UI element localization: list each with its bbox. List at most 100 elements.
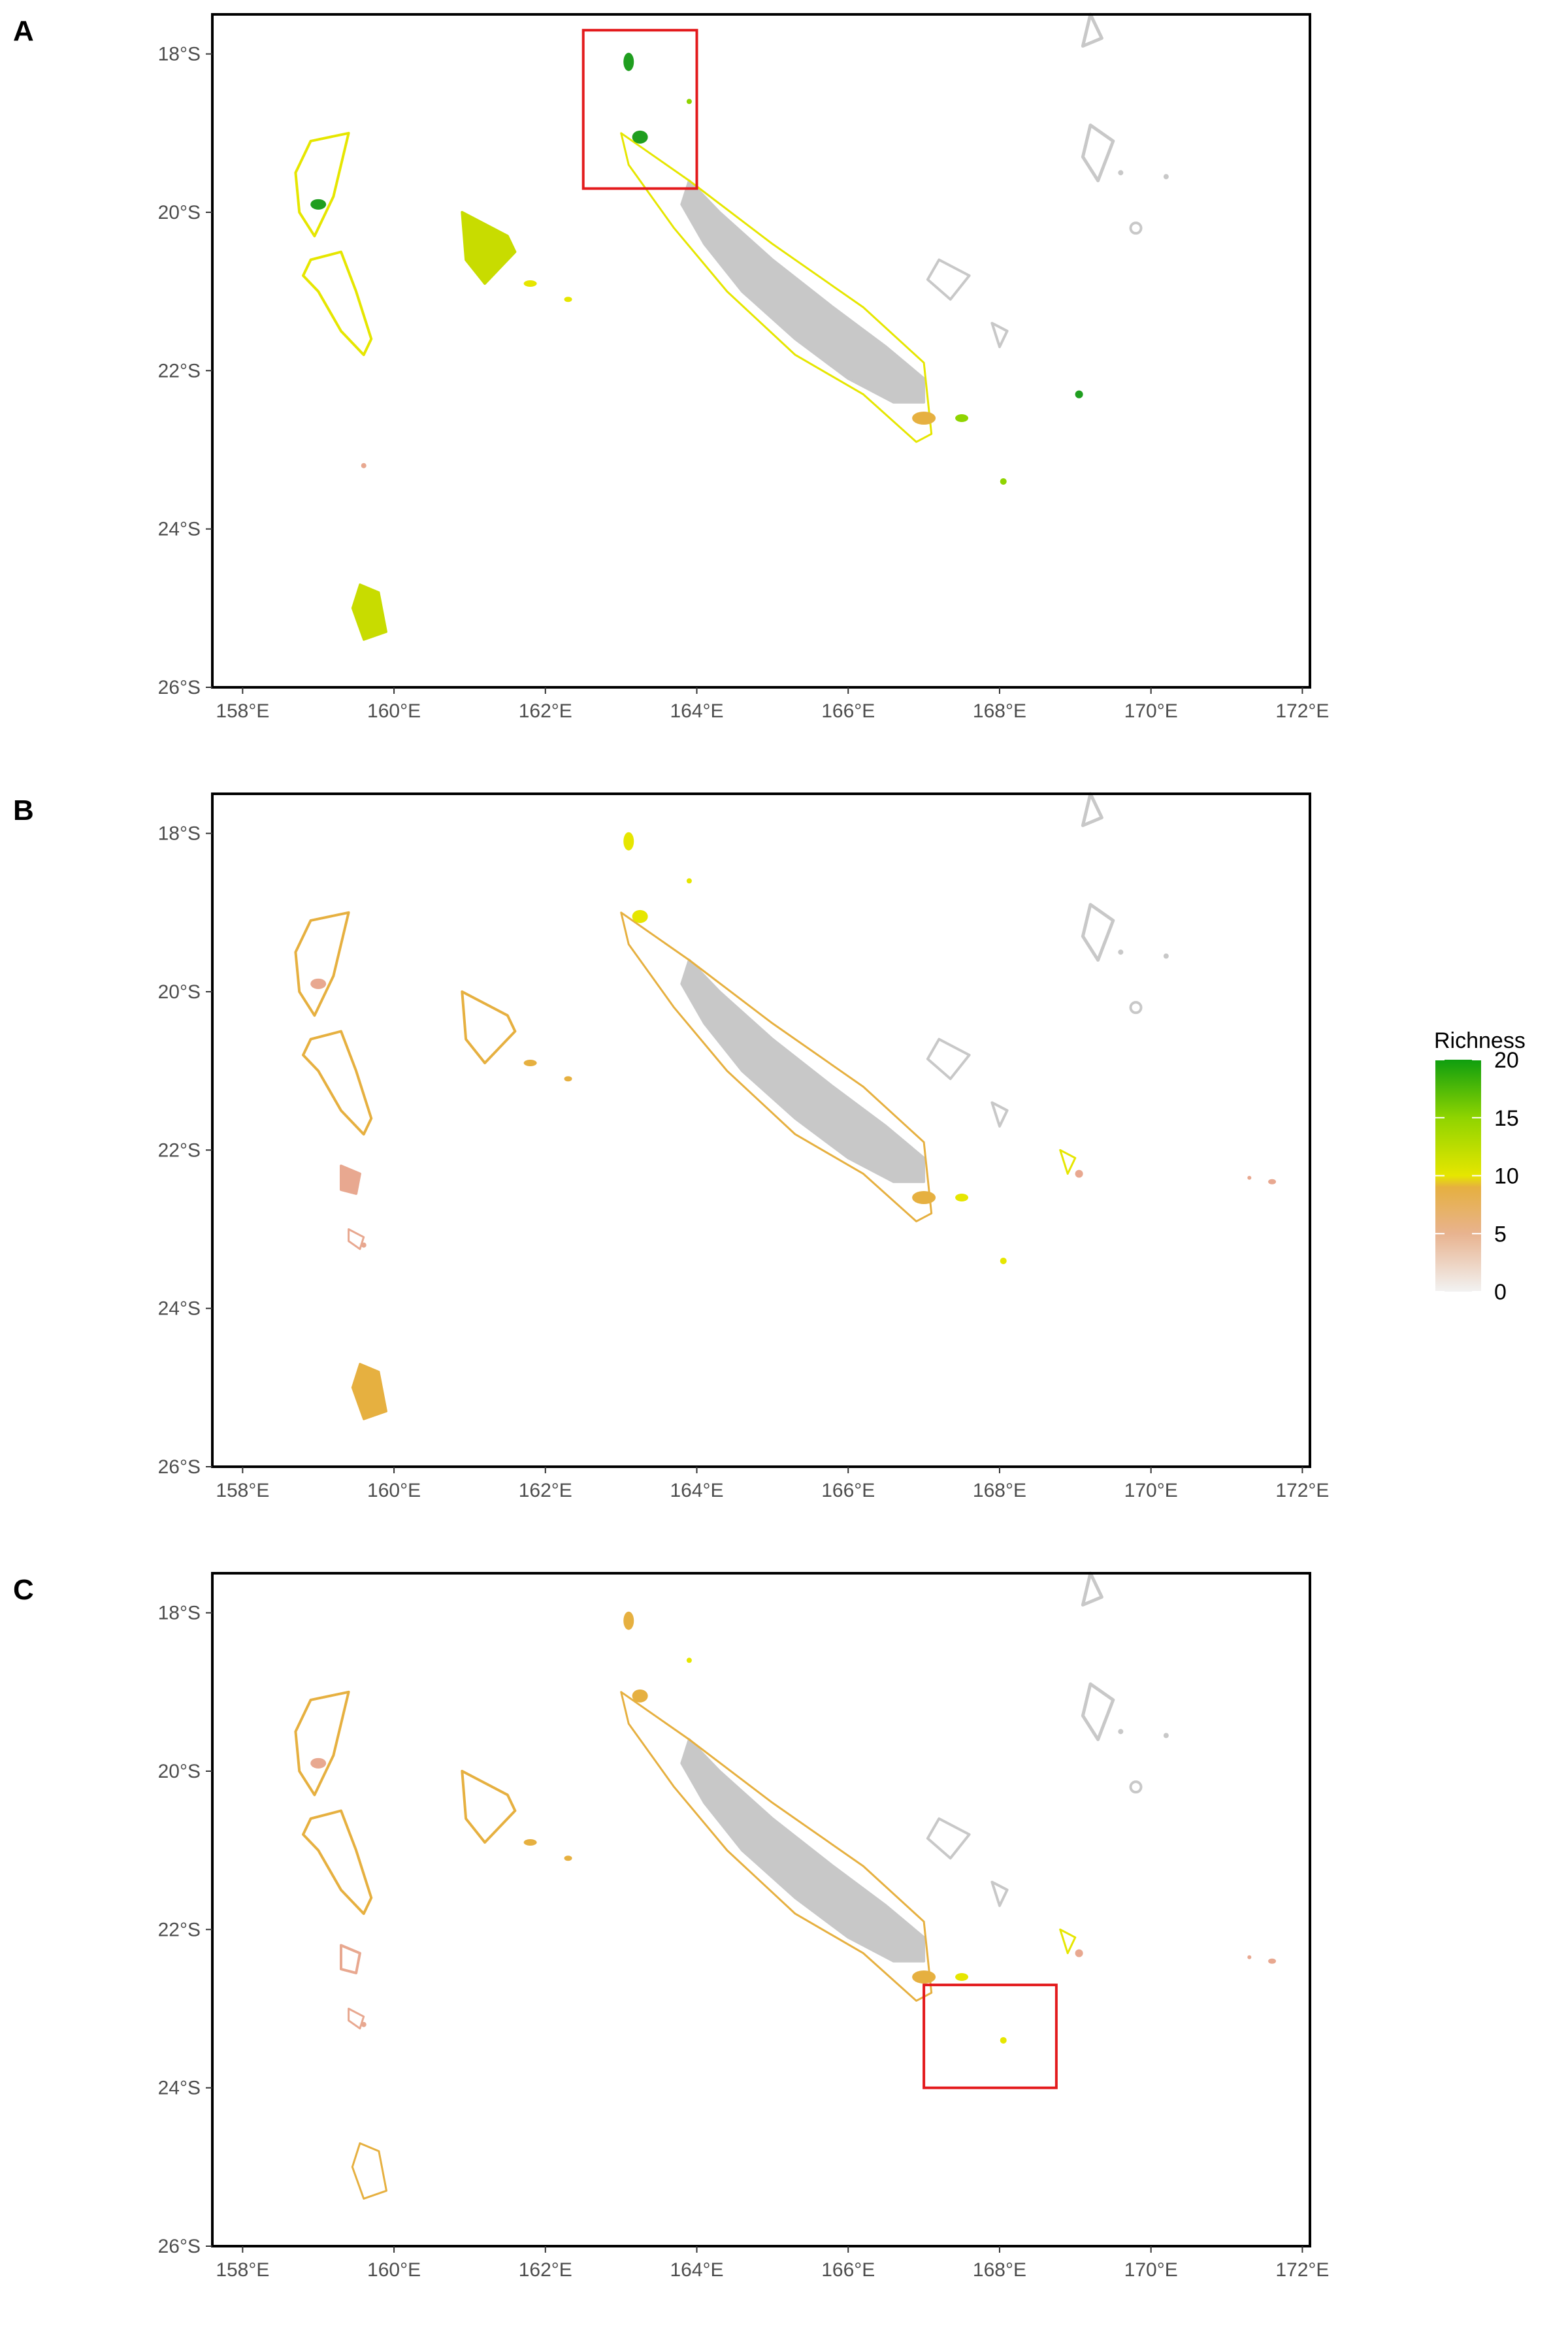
new-caledonia-reef (620, 911, 933, 1222)
wreck-reef (340, 1164, 361, 1195)
grande-terre-island (680, 1738, 926, 1963)
small-reef (686, 878, 692, 884)
vanuatu-island (1081, 12, 1103, 48)
fairway-reef (351, 2142, 387, 2200)
vanuatu-island (1081, 1682, 1115, 1741)
highlight-box (923, 1984, 1058, 2089)
y-tick-label: 24°S (158, 519, 201, 540)
small-reef (1000, 2036, 1007, 2044)
panel-a: A 18°S 20°S 22°S 24°S 26°S 158°E 160°E 162°E 16… (13, 12, 1329, 722)
vanuatu-island (1081, 903, 1115, 962)
bellona-reef (302, 1809, 373, 1916)
south-lagoon-reef (955, 1973, 969, 1981)
x-tick-label: 170°E (1124, 2259, 1178, 2281)
small-reef (686, 1658, 692, 1663)
y-axis: 18°S 20°S 22°S 24°S 26°S (158, 823, 212, 1478)
small-reef (1059, 1928, 1077, 1955)
south-lagoon-reef (955, 414, 969, 422)
bellona-reef (302, 250, 373, 357)
x-tick-label: 158°E (216, 2259, 269, 2281)
small-reef (1247, 1175, 1252, 1180)
small-island (1163, 174, 1169, 180)
new-caledonia-reef (620, 132, 933, 443)
landsdowne-bank (461, 990, 517, 1064)
north-reef-patch (623, 832, 634, 851)
y-tick-label: 26°S (158, 2236, 201, 2257)
y-tick-label: 18°S (158, 44, 201, 65)
legend-tick-label: 20 (1494, 1048, 1519, 1073)
kenn-reef (348, 2008, 365, 2030)
x-tick-label: 166°E (821, 2259, 875, 2281)
map-frame (211, 1572, 1311, 2247)
loyalty-island (990, 1880, 1009, 1907)
x-tick-label: 166°E (821, 1480, 875, 1501)
x-tick-label: 162°E (519, 700, 572, 722)
panel-c: C 18°S 20°S 22°S 24°S 26°S 158°E 160°E 162°E 16… (13, 1571, 1329, 2281)
small-reef (1000, 1257, 1007, 1264)
loyalty-island (926, 1817, 971, 1860)
fairway-reef (351, 1363, 387, 1420)
x-tick-label: 162°E (519, 1480, 572, 1501)
small-reef (564, 1076, 572, 1082)
small-island (1118, 1729, 1124, 1735)
y-tick-label: 26°S (158, 1456, 201, 1478)
legend-tick-label: 0 (1494, 1280, 1507, 1305)
small-reef (310, 978, 327, 989)
y-tick-label: 22°S (158, 1919, 201, 1940)
y-axis: 18°S 20°S 22°S 24°S 26°S (158, 44, 212, 698)
north-reef-patch (632, 1689, 648, 1703)
map-frame (211, 792, 1311, 1468)
loyalty-island (926, 258, 971, 301)
vanuatu-island (1081, 792, 1103, 827)
south-lagoon-reef (912, 412, 936, 425)
small-reef (310, 1757, 327, 1769)
landsdowne-bank (461, 1769, 517, 1844)
panel-label: C (13, 1574, 34, 1606)
x-tick-label: 164°E (670, 2259, 723, 2281)
small-reef (564, 1855, 572, 1861)
map-features (294, 12, 1169, 641)
small-reef (1268, 1958, 1277, 1964)
x-tick-label: 158°E (216, 1480, 269, 1501)
y-tick-label: 18°S (158, 823, 201, 845)
chesterfield-reef (294, 1690, 350, 1797)
small-reef (1075, 390, 1083, 399)
panel-label: A (13, 15, 34, 47)
map-frame (211, 13, 1311, 689)
map-features (294, 1571, 1277, 2200)
kenn-reef (348, 1228, 365, 1250)
bellona-reef (302, 1030, 373, 1136)
loyalty-island (990, 1101, 1009, 1128)
small-island (1129, 221, 1143, 235)
map-features (294, 792, 1277, 1420)
x-axis: 158°E 160°E 162°E 164°E 166°E 168°E 170°E 172°E (216, 2246, 1329, 2281)
small-reef (1000, 478, 1007, 485)
chesterfield-reef (294, 911, 350, 1017)
y-tick-label: 20°S (158, 1761, 201, 1782)
small-reef (564, 297, 572, 302)
north-reef-patch (623, 52, 634, 71)
x-tick-label: 166°E (821, 700, 875, 722)
x-tick-label: 172°E (1275, 1480, 1329, 1501)
x-tick-label: 160°E (367, 1480, 421, 1501)
small-island (1129, 1001, 1143, 1015)
loyalty-island (926, 1037, 971, 1081)
legend-tick-label: 10 (1494, 1164, 1519, 1189)
south-lagoon-reef (912, 1970, 936, 1984)
x-tick-label: 162°E (519, 2259, 572, 2281)
y-tick-label: 24°S (158, 2078, 201, 2099)
x-tick-label: 168°E (973, 2259, 1026, 2281)
legend-ticks: 20 15 10 5 0 (1435, 1048, 1519, 1305)
x-tick-label: 160°E (367, 2259, 421, 2281)
small-reef (1268, 1179, 1277, 1184)
small-island (1118, 949, 1124, 955)
x-tick-label: 170°E (1124, 1480, 1178, 1501)
legend: Richness 20 15 10 5 0 (1434, 1028, 1526, 1305)
vanuatu-island (1081, 1571, 1103, 1607)
fairway-reef (351, 583, 387, 641)
panel-b: B 18°S 20°S 22°S 24°S 26°S 158°E 160°E 162°E 16… (13, 792, 1329, 1501)
north-reef-patch (623, 1611, 634, 1630)
y-tick-label: 22°S (158, 360, 201, 382)
legend-tick-label: 5 (1494, 1222, 1507, 1247)
